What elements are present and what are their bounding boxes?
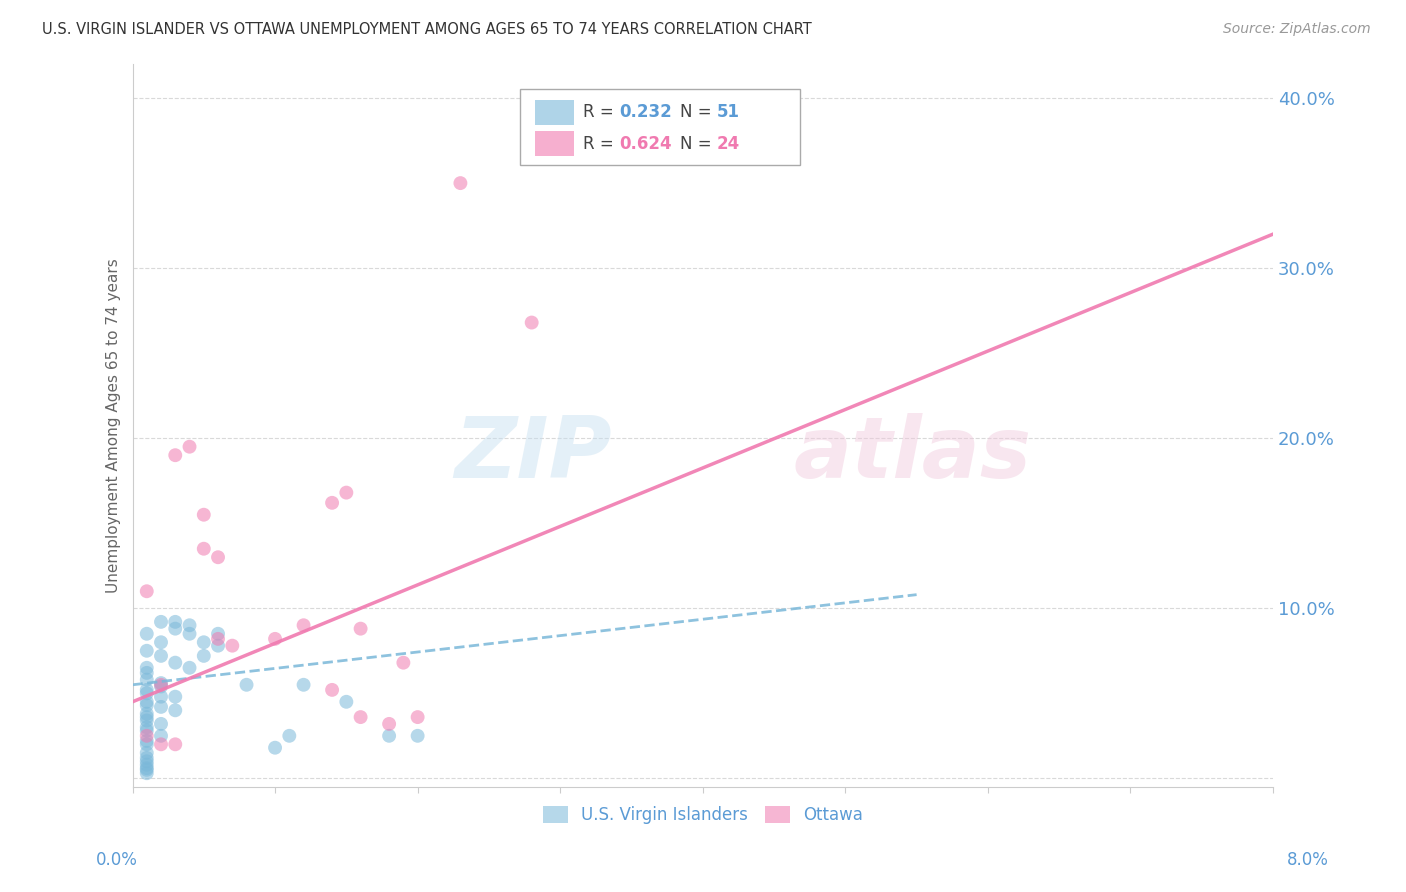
Point	[165, 690, 187, 704]
Text: Source: ZipAtlas.com: Source: ZipAtlas.com	[1223, 22, 1371, 37]
Text: 51: 51	[717, 103, 740, 121]
Point	[349, 710, 371, 724]
Point	[135, 673, 157, 687]
Point	[520, 316, 543, 330]
Point	[135, 584, 157, 599]
FancyBboxPatch shape	[520, 89, 800, 165]
Text: R =: R =	[583, 103, 619, 121]
Point	[150, 615, 173, 629]
Point	[135, 626, 157, 640]
Point	[165, 448, 187, 462]
Point	[292, 678, 315, 692]
Point	[135, 706, 157, 721]
Text: ZIP: ZIP	[454, 413, 612, 496]
Point	[193, 648, 215, 663]
Point	[207, 550, 229, 565]
Point	[321, 496, 343, 510]
Point	[221, 639, 243, 653]
Point	[165, 703, 187, 717]
Text: R =: R =	[583, 135, 619, 153]
Point	[135, 729, 157, 743]
Point	[135, 723, 157, 738]
Point	[321, 682, 343, 697]
Point	[150, 699, 173, 714]
Point	[207, 626, 229, 640]
Text: atlas: atlas	[794, 413, 1032, 496]
Point	[135, 763, 157, 777]
Point	[135, 734, 157, 748]
Point	[292, 618, 315, 632]
Point	[135, 665, 157, 680]
Point	[150, 737, 173, 751]
Point	[150, 680, 173, 694]
Point	[378, 717, 401, 731]
Point	[207, 632, 229, 646]
Legend: U.S. Virgin Islanders, Ottawa: U.S. Virgin Islanders, Ottawa	[536, 799, 869, 830]
Point	[165, 737, 187, 751]
Point	[135, 698, 157, 713]
Text: 0.624: 0.624	[620, 135, 672, 153]
Point	[179, 626, 201, 640]
Point	[150, 729, 173, 743]
Point	[392, 656, 415, 670]
Point	[165, 615, 187, 629]
Point	[135, 761, 157, 775]
Text: N =: N =	[681, 103, 717, 121]
Point	[135, 766, 157, 780]
Point	[135, 695, 157, 709]
Point	[378, 729, 401, 743]
Point	[335, 485, 357, 500]
Point	[150, 648, 173, 663]
Point	[235, 678, 257, 692]
Point	[135, 754, 157, 768]
Point	[150, 676, 173, 690]
Point	[135, 661, 157, 675]
Point	[335, 695, 357, 709]
Text: 0.232: 0.232	[620, 103, 672, 121]
FancyBboxPatch shape	[536, 131, 574, 156]
Point	[135, 644, 157, 658]
Point	[150, 678, 173, 692]
Point	[135, 737, 157, 751]
Point	[179, 618, 201, 632]
Text: 24: 24	[717, 135, 740, 153]
Point	[165, 656, 187, 670]
Point	[135, 757, 157, 772]
Point	[179, 440, 201, 454]
Point	[135, 710, 157, 724]
Point	[135, 686, 157, 700]
Point	[150, 690, 173, 704]
Point	[449, 176, 471, 190]
Point	[406, 729, 429, 743]
Text: N =: N =	[681, 135, 717, 153]
Point	[193, 541, 215, 556]
Text: 0.0%: 0.0%	[96, 851, 138, 869]
Point	[150, 635, 173, 649]
Point	[264, 740, 287, 755]
Point	[135, 746, 157, 760]
Point	[264, 632, 287, 646]
FancyBboxPatch shape	[536, 100, 574, 125]
Point	[406, 710, 429, 724]
Point	[135, 682, 157, 697]
Point	[135, 720, 157, 734]
Point	[193, 508, 215, 522]
Text: U.S. VIRGIN ISLANDER VS OTTAWA UNEMPLOYMENT AMONG AGES 65 TO 74 YEARS CORRELATIO: U.S. VIRGIN ISLANDER VS OTTAWA UNEMPLOYM…	[42, 22, 811, 37]
Point	[207, 639, 229, 653]
Point	[349, 622, 371, 636]
Point	[278, 729, 301, 743]
Point	[135, 714, 157, 728]
Y-axis label: Unemployment Among Ages 65 to 74 years: Unemployment Among Ages 65 to 74 years	[107, 258, 121, 593]
Point	[165, 622, 187, 636]
Point	[193, 635, 215, 649]
Point	[135, 751, 157, 765]
Point	[150, 717, 173, 731]
Point	[179, 661, 201, 675]
Text: 8.0%: 8.0%	[1286, 851, 1329, 869]
